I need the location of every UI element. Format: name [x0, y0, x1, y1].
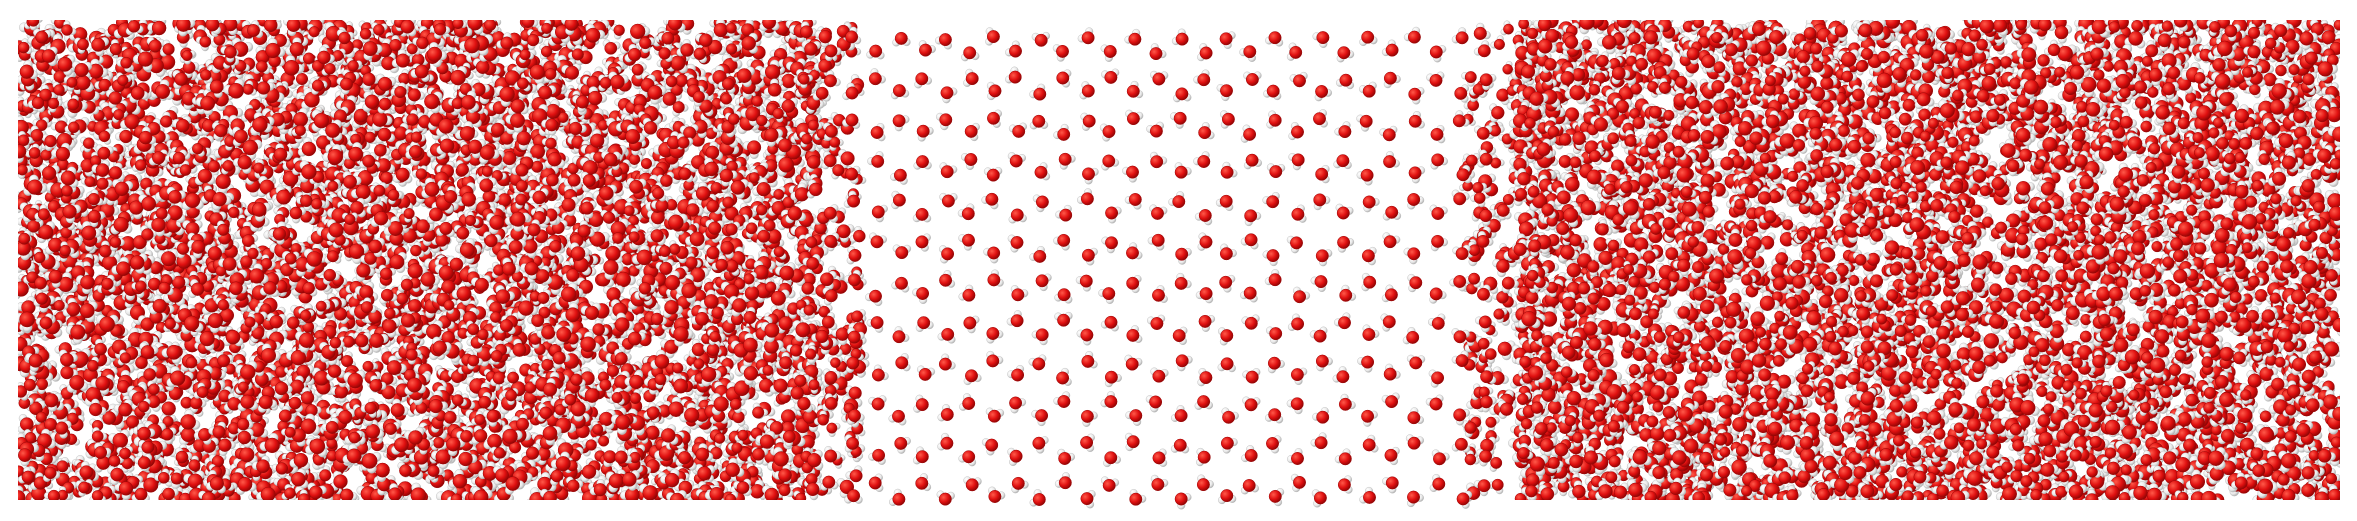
water-ice-interface-image — [0, 0, 2357, 521]
simulation-render — [0, 0, 2357, 521]
